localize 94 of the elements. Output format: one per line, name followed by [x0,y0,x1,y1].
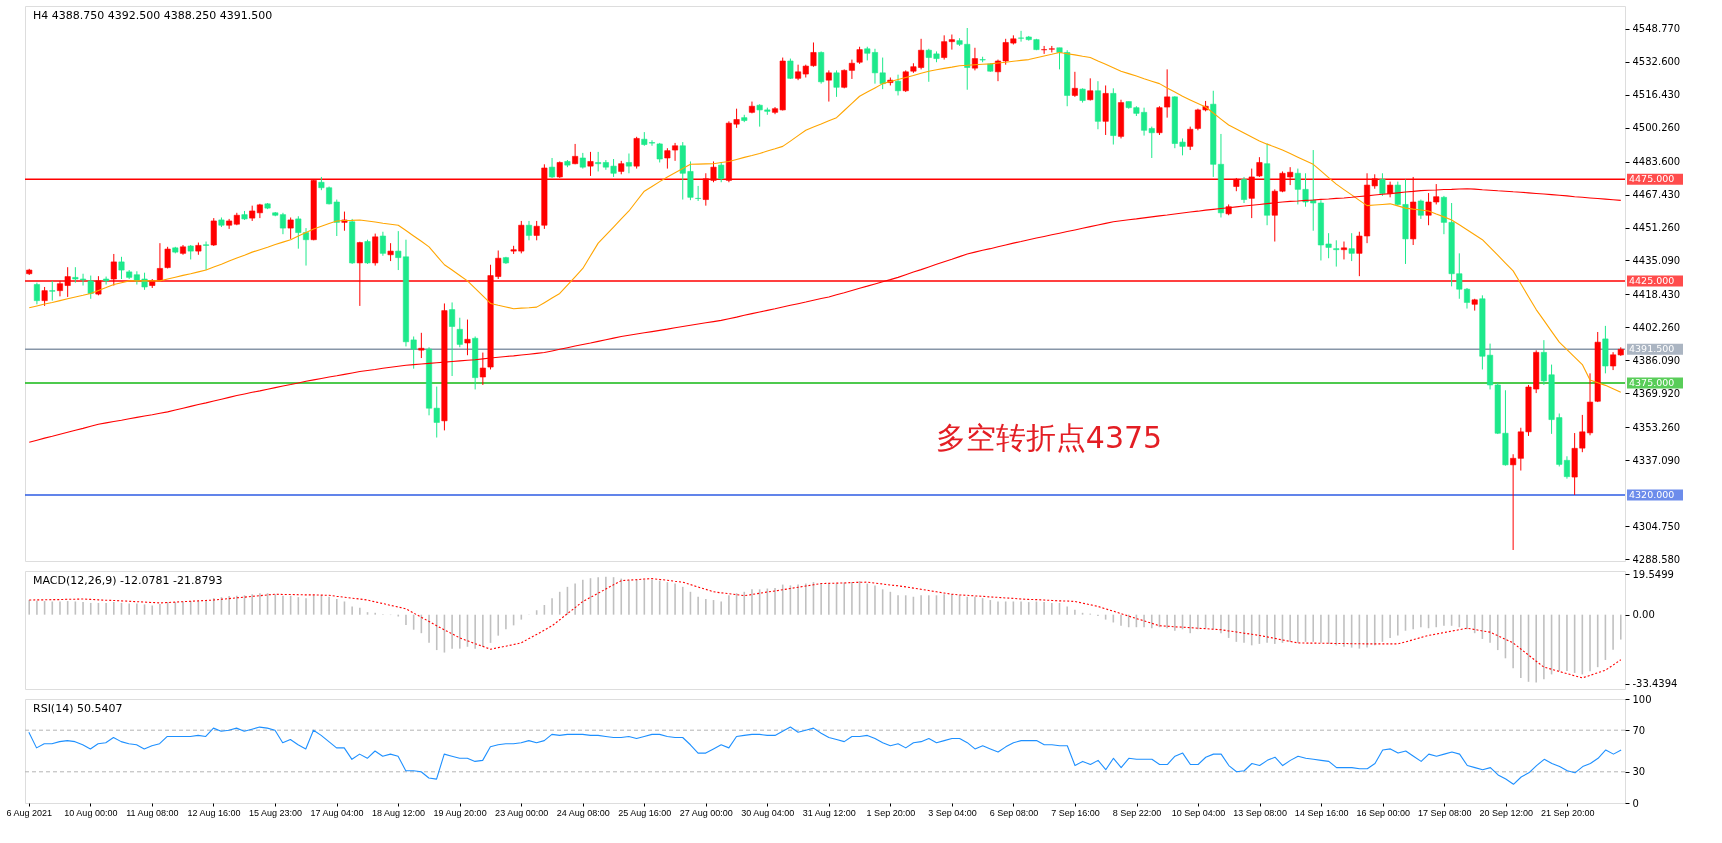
candlestick [87,275,94,300]
y-tick-label: 4516.430 [1632,89,1681,101]
candlestick [464,319,471,356]
x-tick-label: 13 Sep 08:00 [1233,807,1287,818]
ref-line-label: 4391.500 [1629,343,1675,355]
x-tick-label: 16 Sep 00:00 [1356,807,1410,818]
y-tick-label: 4288.580 [1632,553,1681,565]
y-tick-label: 4353.260 [1632,421,1681,433]
candlestick [103,276,110,286]
x-tick-label: 20 Sep 12:00 [1479,807,1534,818]
candlestick [1340,241,1347,260]
candlestick [1333,239,1340,268]
candlestick [41,286,48,307]
y-tick-label: 70 [1632,724,1646,736]
candlestick [587,151,594,177]
y-tick-label: 4386.090 [1632,354,1681,366]
x-tick-label: 8 Sep 22:00 [1112,807,1162,818]
x-tick-label: 25 Aug 16:00 [618,807,672,818]
candlestick [379,231,386,257]
y-tick-label: 4500.260 [1632,122,1681,134]
y-tick-label: 4548.770 [1632,23,1681,35]
y-tick-label: 4418.430 [1632,288,1681,300]
x-tick-label: 30 Aug 04:00 [741,807,795,818]
chart-title: MACD(12,26,9) -12.0781 -21.8793 [33,574,223,587]
candlestick [526,220,532,241]
y-tick-label: 0.00 [1632,609,1655,621]
y-tick-label: 4451.260 [1632,222,1681,234]
candlestick [33,282,40,305]
candlestick [118,256,125,280]
x-tick-label: 17 Aug 04:00 [310,807,364,818]
ref-line-label: 4475.000 [1629,173,1675,185]
x-tick-label: 1 Sep 20:00 [866,807,916,818]
candlestick [895,74,902,96]
x-tick-label: 21 Sep 20:00 [1541,807,1595,818]
candlestick [625,153,632,174]
candlestick [203,241,210,271]
x-tick-label: 12 Aug 16:00 [187,807,241,818]
y-tick-label: 4304.750 [1632,520,1681,532]
x-tick-label: 10 Aug 00:00 [64,807,118,818]
x-tick-label: 15 Aug 23:00 [248,807,303,818]
x-tick-label: 17 Sep 08:00 [1417,807,1472,818]
candlestick [1087,77,1094,102]
y-tick-label: 4532.600 [1632,56,1681,68]
x-tick-label: 7 Sep 16:00 [1051,807,1100,818]
x-tick-label: 3 Sep 04:00 [928,807,977,818]
candlestick [1241,176,1248,204]
y-tick-label: 4337.090 [1632,454,1681,466]
chart-title: H4 4388.750 4392.500 4388.250 4391.500 [33,9,273,22]
candlestick [695,185,702,202]
x-tick-label: 19 Aug 20:00 [433,807,487,818]
ref-line-label: 4375.000 [1629,376,1675,388]
x-tick-label: 11 Aug 08:00 [126,807,179,818]
y-tick-label: 4435.090 [1632,255,1681,266]
ref-line-label: 4425.000 [1629,275,1675,287]
candlestick [418,332,425,359]
candlestick [1348,232,1355,262]
y-tick-label: -33.4394 [1632,678,1678,690]
x-tick-label: 14 Sep 16:00 [1294,807,1349,818]
candlestick [1071,71,1078,98]
candlestick [1056,47,1063,70]
annotation: 多空转折点4375 [935,419,1163,455]
candlestick [287,216,294,240]
x-tick-label: 27 Aug 00:00 [679,807,733,818]
x-tick-label: 6 Aug 2021 [6,807,53,818]
x-tick-label: 6 Sep 08:00 [989,807,1039,818]
y-tick-label: 19.5499 [1632,568,1674,580]
candlestick [456,317,463,348]
x-tick-label: 10 Sep 04:00 [1171,807,1226,818]
y-tick-label: 4467.430 [1632,189,1681,201]
candlestick [49,280,56,302]
candlestick [449,301,456,377]
line-series [28,578,1622,679]
x-tick-label: 18 Aug 12:00 [372,807,426,818]
candlestick [533,220,540,241]
y-tick-label: 100 [1632,693,1652,705]
y-tick-label: 4483.600 [1632,156,1681,168]
y-tick-label: 4402.260 [1632,321,1681,333]
candlestick [364,239,371,265]
x-tick-label: 24 Aug 08:00 [556,807,610,818]
y-tick-label: 30 [1632,766,1646,778]
x-tick-label: 31 Aug 12:00 [802,807,856,818]
candlestick [718,161,725,183]
y-tick-label: 4369.920 [1632,387,1681,399]
candlestick [787,58,794,80]
candlestick [1379,172,1386,197]
line-series [28,726,1622,785]
candlestick [833,69,840,98]
candlestick [549,157,556,179]
ref-line-label: 4320.000 [1629,488,1675,500]
candlestick [1187,126,1194,151]
y-tick-label: 0 [1632,797,1639,809]
chart-title: RSI(14) 50.5407 [33,702,123,715]
candlestick [825,69,832,103]
x-tick-label: 23 Aug 00:00 [495,807,549,818]
